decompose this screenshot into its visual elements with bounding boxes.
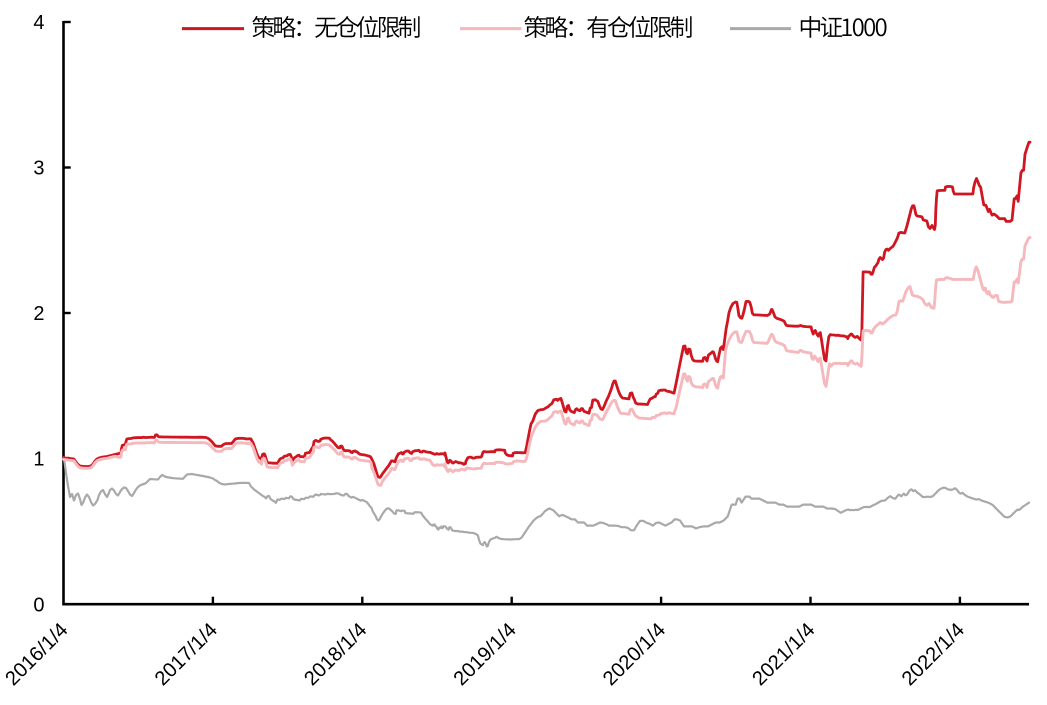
svg-text:4: 4 bbox=[33, 12, 44, 34]
svg-text:0: 0 bbox=[33, 594, 44, 616]
svg-text:2: 2 bbox=[33, 303, 44, 325]
svg-text:1: 1 bbox=[33, 449, 44, 471]
svg-text:3: 3 bbox=[33, 158, 44, 180]
